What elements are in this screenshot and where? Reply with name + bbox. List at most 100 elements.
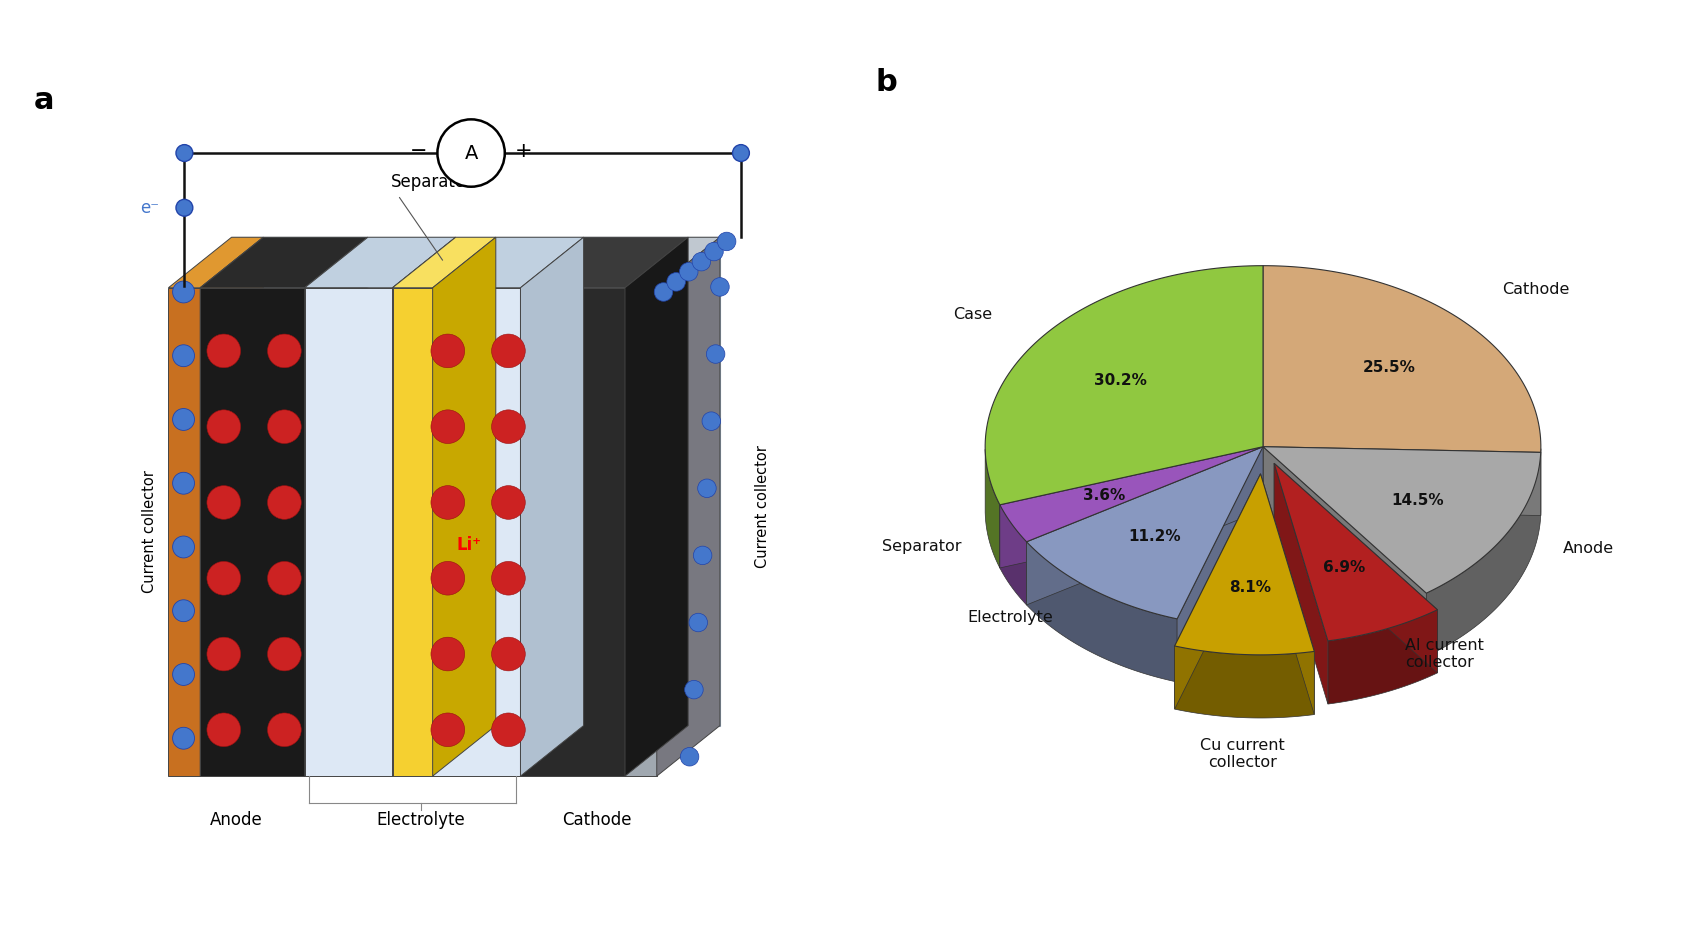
Circle shape — [207, 561, 241, 595]
Circle shape — [655, 283, 674, 301]
Circle shape — [711, 278, 729, 296]
Circle shape — [431, 485, 465, 519]
Circle shape — [438, 119, 505, 186]
Circle shape — [431, 334, 465, 368]
Text: Anode: Anode — [210, 812, 263, 830]
Polygon shape — [520, 237, 689, 288]
Circle shape — [492, 638, 525, 671]
Polygon shape — [1263, 447, 1541, 516]
Polygon shape — [433, 237, 495, 776]
Polygon shape — [168, 237, 263, 288]
Polygon shape — [1329, 610, 1438, 704]
Circle shape — [697, 479, 716, 498]
Circle shape — [207, 334, 241, 368]
Circle shape — [692, 253, 711, 271]
Circle shape — [492, 485, 525, 519]
Circle shape — [268, 713, 301, 746]
Circle shape — [733, 145, 749, 162]
Polygon shape — [1263, 447, 1426, 657]
Text: Electrolyte: Electrolyte — [377, 812, 465, 830]
Text: Al current
collector: Al current collector — [1404, 638, 1484, 671]
Polygon shape — [985, 449, 1000, 568]
Circle shape — [680, 747, 699, 766]
Circle shape — [268, 561, 301, 595]
Text: Case: Case — [953, 307, 992, 323]
Circle shape — [667, 272, 685, 291]
Polygon shape — [1177, 447, 1263, 682]
Polygon shape — [433, 237, 584, 288]
Polygon shape — [625, 237, 689, 776]
Circle shape — [173, 727, 195, 749]
Circle shape — [268, 410, 301, 444]
Circle shape — [706, 242, 724, 261]
Circle shape — [268, 334, 301, 368]
Text: Anode: Anode — [1563, 541, 1613, 556]
Polygon shape — [520, 288, 625, 776]
Circle shape — [173, 600, 195, 622]
Text: Cu current
collector: Cu current collector — [1201, 738, 1285, 770]
Circle shape — [431, 638, 465, 671]
Text: 30.2%: 30.2% — [1095, 373, 1147, 388]
Circle shape — [680, 262, 699, 281]
Text: 11.2%: 11.2% — [1128, 529, 1180, 544]
Circle shape — [717, 232, 736, 251]
Circle shape — [431, 713, 465, 746]
Polygon shape — [305, 237, 456, 288]
Circle shape — [207, 713, 241, 746]
Text: e⁻: e⁻ — [140, 199, 158, 217]
Circle shape — [685, 680, 704, 699]
Circle shape — [268, 638, 301, 671]
Circle shape — [173, 344, 195, 367]
Polygon shape — [200, 237, 263, 776]
Polygon shape — [1000, 447, 1263, 568]
Text: 8.1%: 8.1% — [1229, 580, 1271, 595]
Polygon shape — [392, 237, 456, 776]
Polygon shape — [625, 237, 721, 288]
Circle shape — [492, 334, 525, 368]
Circle shape — [268, 485, 301, 519]
Circle shape — [431, 561, 465, 595]
Polygon shape — [657, 237, 721, 776]
Circle shape — [492, 410, 525, 444]
Polygon shape — [1275, 464, 1438, 640]
Polygon shape — [1175, 646, 1314, 718]
Text: Cathode: Cathode — [1502, 282, 1569, 297]
Circle shape — [694, 546, 712, 565]
Polygon shape — [200, 288, 305, 776]
Polygon shape — [305, 237, 367, 776]
Circle shape — [702, 412, 721, 430]
Circle shape — [689, 613, 707, 632]
Polygon shape — [1027, 447, 1263, 604]
Polygon shape — [1263, 266, 1541, 452]
Text: Li⁺: Li⁺ — [456, 535, 482, 553]
Circle shape — [173, 536, 195, 558]
Polygon shape — [392, 288, 433, 776]
Text: Current collector: Current collector — [754, 446, 770, 569]
Circle shape — [177, 200, 192, 217]
Circle shape — [706, 344, 724, 363]
Polygon shape — [1175, 474, 1261, 710]
Polygon shape — [305, 288, 392, 776]
Polygon shape — [625, 288, 657, 776]
Polygon shape — [1027, 542, 1177, 682]
Text: −: − — [411, 141, 428, 162]
Polygon shape — [231, 237, 721, 726]
Text: Separator: Separator — [391, 173, 473, 191]
Polygon shape — [1275, 464, 1329, 704]
Circle shape — [173, 472, 195, 494]
Polygon shape — [1000, 447, 1263, 568]
Circle shape — [207, 485, 241, 519]
Polygon shape — [1027, 447, 1263, 619]
Polygon shape — [433, 288, 520, 776]
Circle shape — [173, 663, 195, 686]
Polygon shape — [520, 237, 584, 776]
Polygon shape — [1275, 464, 1438, 673]
Circle shape — [492, 713, 525, 746]
Polygon shape — [985, 266, 1263, 505]
Circle shape — [207, 638, 241, 671]
Text: 25.5%: 25.5% — [1362, 359, 1415, 375]
Polygon shape — [1263, 447, 1541, 593]
Circle shape — [431, 410, 465, 444]
Circle shape — [207, 410, 241, 444]
Circle shape — [173, 281, 195, 303]
